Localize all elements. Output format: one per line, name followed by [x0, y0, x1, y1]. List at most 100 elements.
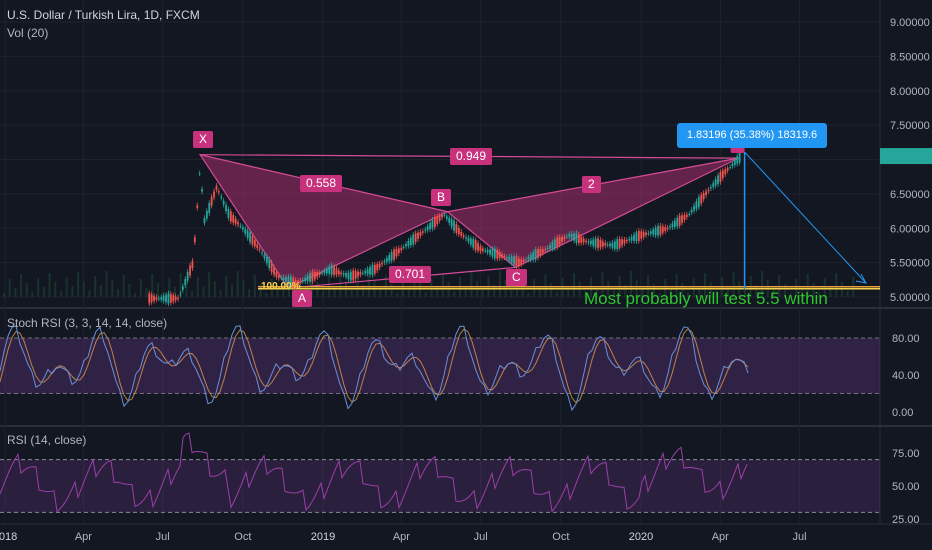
candle-body: [520, 259, 523, 265]
volume-bar: [538, 288, 541, 297]
candle-body: [318, 272, 321, 275]
candle-body: [419, 231, 422, 236]
candle-body: [177, 297, 179, 299]
candle-body: [736, 156, 739, 164]
volume-bar: [464, 286, 467, 297]
candle-body: [705, 191, 707, 196]
candle-body: [609, 243, 611, 247]
candle-body: [301, 279, 304, 282]
candle-body: [189, 265, 191, 276]
candle-body: [381, 263, 383, 265]
candle-body: [364, 270, 367, 274]
volume-bar: [641, 289, 644, 297]
candle-body: [729, 167, 731, 169]
ratio-ac-label[interactable]: 0.701: [389, 266, 432, 283]
candle-body: [551, 242, 554, 249]
candle-body: [525, 259, 527, 261]
candle-body: [635, 232, 638, 242]
rsi-title[interactable]: RSI (14, close): [7, 433, 87, 447]
candle-body: [726, 168, 729, 171]
pattern-point-c[interactable]: C: [506, 269, 527, 286]
candle-body: [253, 240, 256, 247]
candle-body: [457, 227, 460, 235]
rsi-y-tick-label: 25.00: [892, 514, 920, 526]
symbol-title[interactable]: U.S. Dollar / Turkish Lira, 1D, FXCM: [7, 8, 200, 22]
ratio-xd-label[interactable]: 0.949: [450, 148, 493, 165]
stoch-y-tick-label: 80.00: [892, 333, 920, 345]
candle-body: [469, 238, 472, 245]
candle-body: [299, 280, 302, 283]
candle-body: [333, 266, 335, 276]
candle-body: [661, 226, 664, 233]
candle-body: [486, 249, 489, 253]
annotation-note[interactable]: Most probably will test 5.5 within: [584, 289, 828, 308]
candle-body: [657, 225, 659, 236]
volume-bar: [470, 272, 473, 297]
candle-body: [424, 229, 427, 231]
candle-body: [673, 220, 676, 227]
y-tick-label: 8.50000: [890, 51, 930, 63]
volume-bar: [99, 285, 102, 297]
candle-body: [285, 277, 287, 283]
volume-indicator-title[interactable]: Vol (20): [7, 26, 49, 40]
volume-bar: [185, 282, 188, 297]
volume-bar: [77, 272, 80, 297]
volume-bar: [333, 286, 336, 297]
pattern-point-2[interactable]: 2: [582, 176, 601, 193]
candle-body: [268, 259, 271, 269]
candle-body: [335, 268, 338, 275]
candle-body: [369, 266, 371, 275]
candle-body: [481, 248, 484, 251]
pattern-point-x[interactable]: X: [193, 131, 214, 148]
volume-bar: [584, 291, 587, 297]
volume-bar: [812, 283, 815, 297]
volume-bar: [117, 289, 119, 297]
candle-body: [169, 294, 172, 303]
candle-body: [385, 258, 388, 262]
candle-body: [724, 169, 727, 175]
y-tick-label: 5.00000: [890, 292, 930, 304]
volume-bar: [213, 281, 216, 297]
y-tick-label: 7.50000: [890, 120, 930, 132]
candle-body: [628, 238, 631, 241]
candle-body: [652, 229, 655, 235]
candle-body: [220, 196, 223, 198]
fib-percent-label: 100.00%: [261, 281, 301, 292]
candle-body: [616, 239, 619, 250]
stoch-rsi-title[interactable]: Stoch RSI (3, 3, 14, 14, close): [7, 316, 168, 330]
volume-bar: [54, 282, 57, 297]
pattern-point-a[interactable]: A: [292, 290, 313, 307]
candle-body: [561, 236, 563, 242]
pattern-bcd-triangle: [446, 157, 739, 269]
candle-body: [666, 227, 669, 229]
candle-body: [345, 273, 347, 277]
candle-body: [621, 239, 623, 246]
stoch-d-line: [0, 328, 749, 404]
volume-bar: [14, 288, 17, 297]
price-candles: [148, 149, 741, 307]
candle-body: [453, 220, 455, 231]
candle-body: [462, 235, 465, 237]
volume-bar: [219, 290, 222, 297]
candle-body: [405, 243, 407, 247]
candle-body: [210, 196, 213, 206]
volume-bar: [145, 288, 148, 297]
candle-body: [433, 217, 436, 228]
candle-body: [390, 251, 393, 261]
candle-body: [234, 218, 237, 224]
candle-body: [479, 246, 482, 252]
ratio-xb-label[interactable]: 0.558: [300, 175, 343, 192]
volume-bar: [601, 272, 604, 297]
candle-body: [503, 256, 506, 258]
price-range-measure-label[interactable]: 1.83196 (35.38%) 18319.6: [677, 123, 827, 148]
candle-body: [532, 252, 535, 260]
pattern-point-b[interactable]: B: [431, 189, 452, 206]
candle-body: [513, 256, 515, 265]
volume-bar: [20, 274, 23, 297]
candle-body: [371, 265, 374, 276]
candle-body: [738, 152, 741, 163]
volume-bar: [493, 285, 496, 297]
candle-body: [582, 238, 585, 243]
volume-bar: [818, 292, 821, 297]
